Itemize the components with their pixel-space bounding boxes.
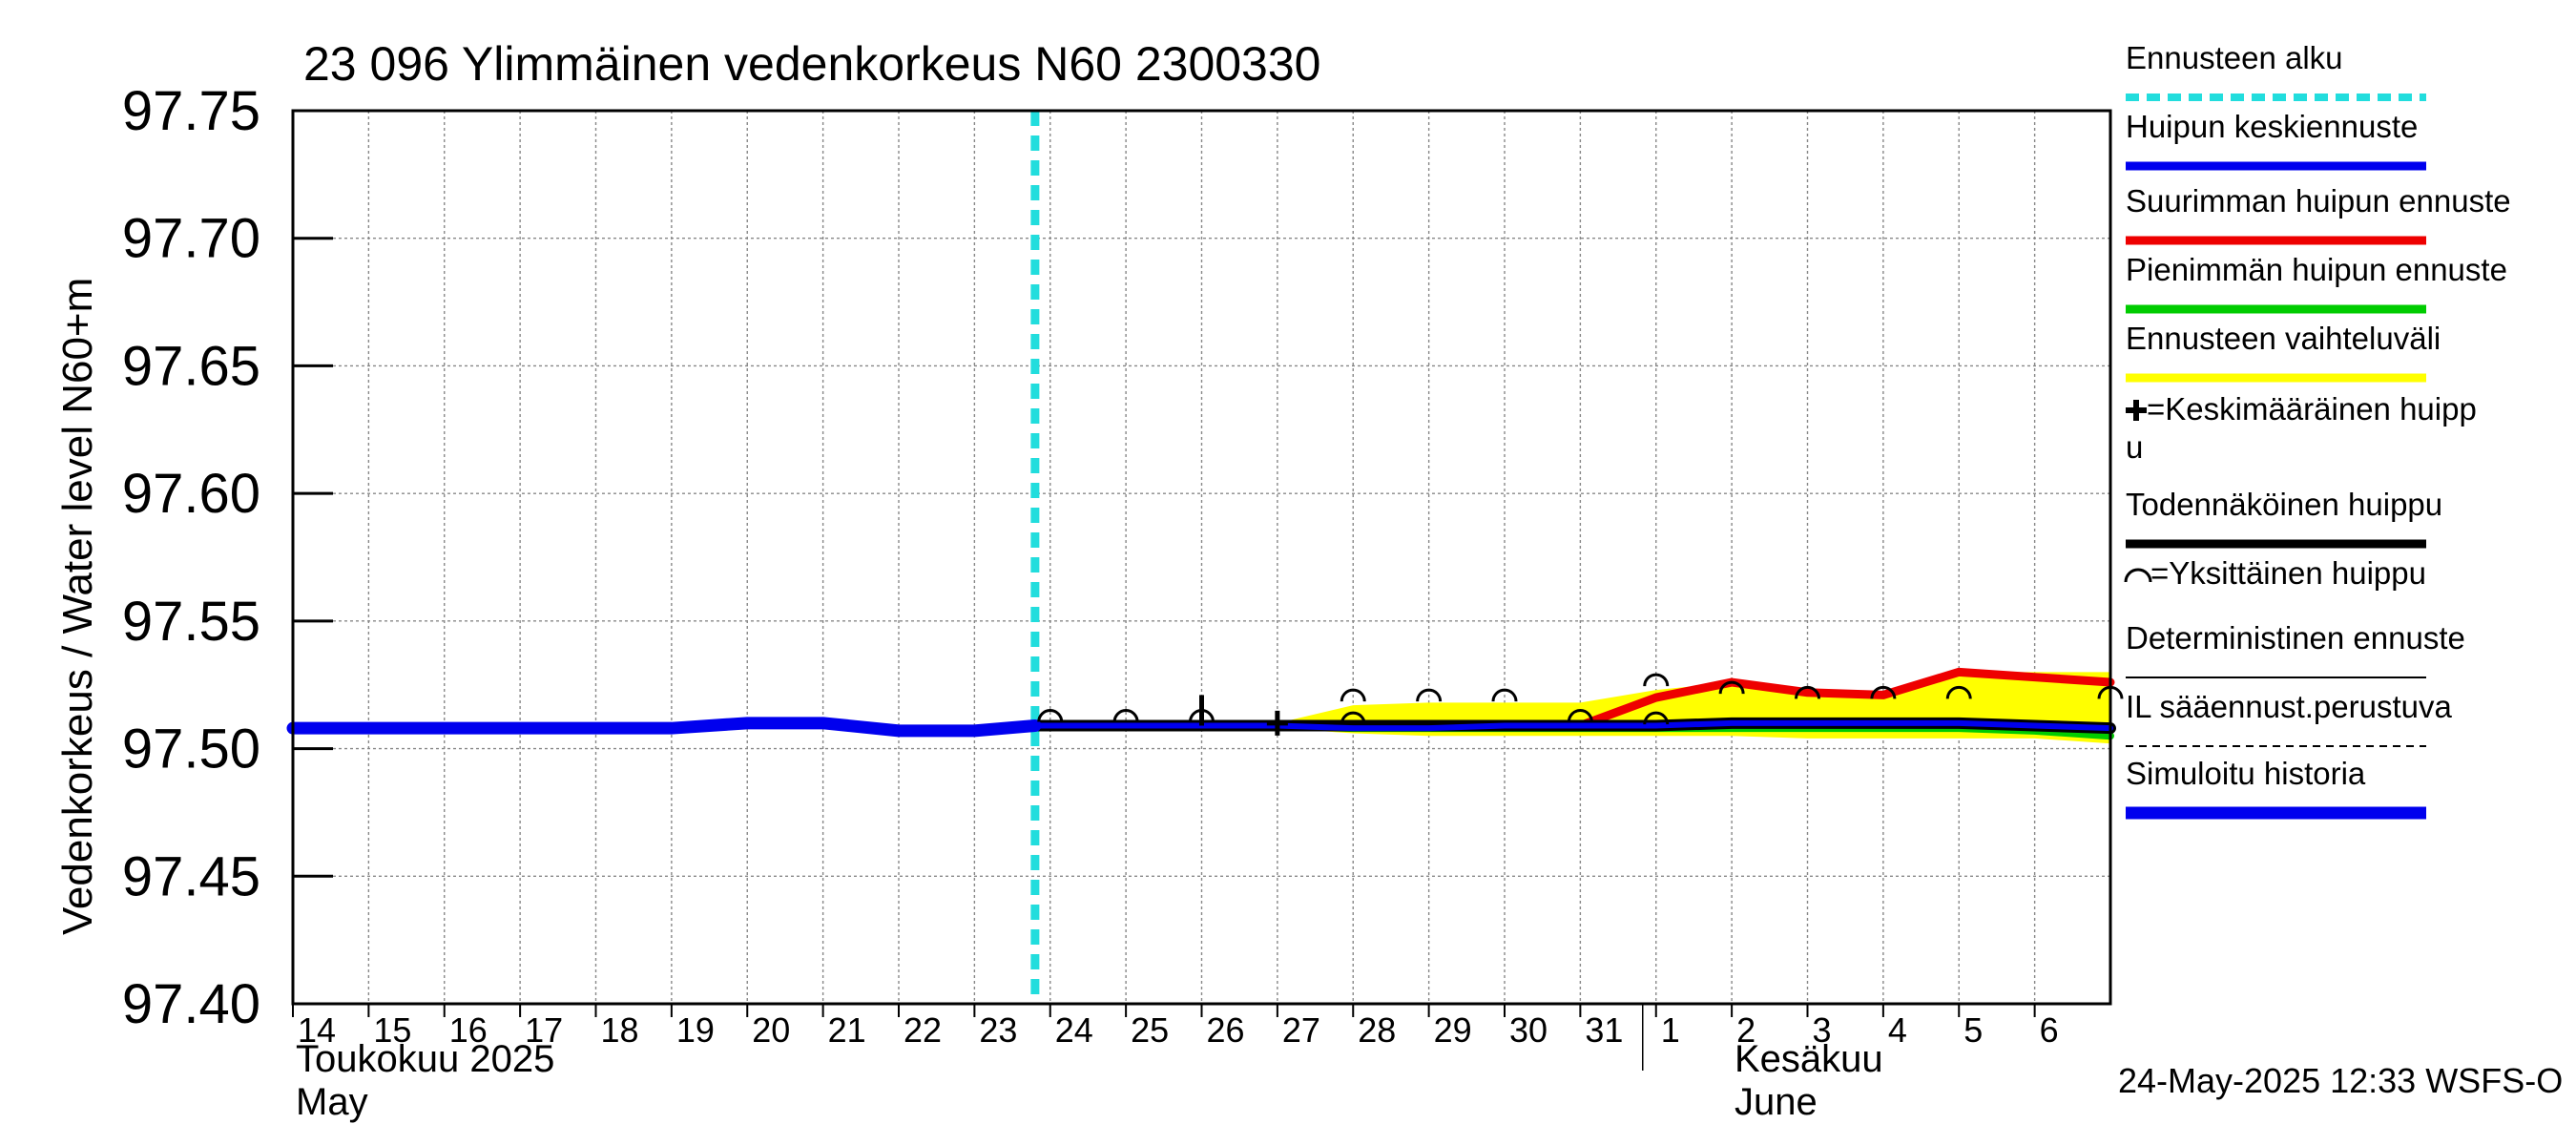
y-tick-label: 97.55 [122,591,260,653]
mean-peak-marker [1266,710,1288,736]
single-peak-arc [1870,685,1897,699]
legend-label: =Yksittäinen huippu [2150,555,2426,591]
mean-peak-line [1031,719,2113,732]
legend-label: =Keskimääräinen huipp [2147,391,2477,427]
x-tick-label: 22 [904,1010,942,1050]
legend-item: Huipun keskiennuste [2126,109,2426,171]
single-peak-arc [1718,680,1745,695]
month-label-may-fi: Toukokuu 2025 [296,1038,554,1080]
chart-title: 23 096 Ylimmäinen vedenkorkeus N60 23003… [303,37,1320,91]
single-peak-arc [1037,709,1064,722]
single-peak-arc [1945,685,1972,699]
legend-item: Pienimmän huipun ennuste [2126,252,2507,314]
legend-label: IL sääennust.perustuva [2126,689,2452,724]
x-tick-label: 4 [1888,1010,1907,1050]
legend-item: Deterministinen ennuste [2126,620,2465,678]
legend-label: Todennäköinen huippu [2126,487,2442,522]
x-tick-label: 29 [1434,1010,1472,1050]
footer-timestamp: 24-May-2025 12:33 WSFS-O [2118,1061,2563,1100]
legend-item: Simuloitu historia [2126,756,2426,820]
x-tick-label: 30 [1509,1010,1548,1050]
legend-label: Deterministinen ennuste [2126,620,2465,656]
legend-item: Suurimman huipun ennuste [2126,183,2511,245]
x-tick-label: 16 [449,1010,488,1050]
x-tick-label: 5 [1963,1010,1983,1050]
legend-item: IL sääennust.perustuva [2126,689,2452,747]
month-label-may-en: May [296,1081,368,1123]
month-label-june-en: June [1735,1081,1818,1123]
y-tick-label: 97.70 [122,208,260,270]
x-tick-label: 24 [1055,1010,1093,1050]
x-tick-label: 25 [1131,1010,1169,1050]
legend-label: Ennusteen vaihteluväli [2126,321,2441,356]
forecast-band-layer [1034,672,2110,744]
legend-arc-icon [2124,568,2152,583]
legend-plus-icon [2126,400,2147,421]
single-peak-arc [1491,688,1518,702]
legend-label: Huipun keskiennuste [2126,109,2418,144]
single-peak-arc [1340,711,1366,725]
legend-item: Ennusteen alku [2126,40,2426,101]
x-tick-label: 14 [298,1010,336,1050]
x-tick-label: 27 [1282,1010,1320,1050]
legend-item: =Keskimääräinen huippu [2126,391,2477,465]
legend-item: Todennäköinen huippu [2126,487,2442,549]
single-peak-arc [1112,709,1139,722]
x-tick-label: 23 [979,1010,1017,1050]
single-peak-arc [1340,688,1366,702]
grid [293,111,2110,1004]
x-tick-label: 6 [2040,1010,2059,1050]
x-tick-label: 1 [1661,1010,1680,1050]
y-tick-label: 97.45 [122,845,260,907]
legend-label-cont: u [2126,429,2143,465]
x-tick-label: 26 [1207,1010,1245,1050]
single-peak-arc [1643,711,1670,725]
x-tick-label: 17 [525,1010,563,1050]
y-tick-label: 97.40 [122,973,260,1035]
single-peak-arc [1567,709,1593,722]
single-peak-arc [1795,685,1820,699]
x-tick-label: 28 [1358,1010,1396,1050]
legend-label: Pienimmän huipun ennuste [2126,252,2507,287]
y-tick-label: 97.60 [122,463,260,525]
legend-label: Suurimman huipun ennuste [2126,183,2511,219]
y-tick-label: 97.50 [122,718,260,781]
series-lines-layer [286,111,2116,1004]
y-tick-label: 97.65 [122,335,260,397]
legend-label: Simuloitu historia [2126,756,2366,791]
legend: Ennusteen alku Huipun keskiennuste Suurimm… [2124,40,2511,820]
x-tick-label: 20 [752,1010,790,1050]
x-tick-label: 21 [828,1010,866,1050]
single-peak-arc [1416,688,1443,702]
x-tick-label: 31 [1585,1010,1623,1050]
history-line [286,717,1042,738]
x-tick-label: 3 [1813,1010,1832,1050]
month-label-june-fi: Kesäkuu [1735,1038,1883,1080]
forecast-band [1034,672,2110,744]
x-tick-label: 2 [1736,1010,1755,1050]
axes: 97.40 97.45 97.50 97.55 97.60 97.65 97.70 97.75… [122,80,2112,1123]
y-axis-label: Vedenkorkeus / Water level N60+m [54,278,101,935]
y-tick-label: 97.75 [122,80,260,142]
markers-layer [1037,673,2124,736]
legend-item: =Yksittäinen huippu [2124,555,2426,591]
x-tick-label: 18 [601,1010,639,1050]
x-tick-label: 19 [676,1010,715,1050]
single-peak-arc [1643,673,1670,687]
x-tick-label: 15 [373,1010,411,1050]
legend-item: Ennusteen vaihteluväli [2126,321,2441,383]
legend-label: Ennusteen alku [2126,40,2343,75]
